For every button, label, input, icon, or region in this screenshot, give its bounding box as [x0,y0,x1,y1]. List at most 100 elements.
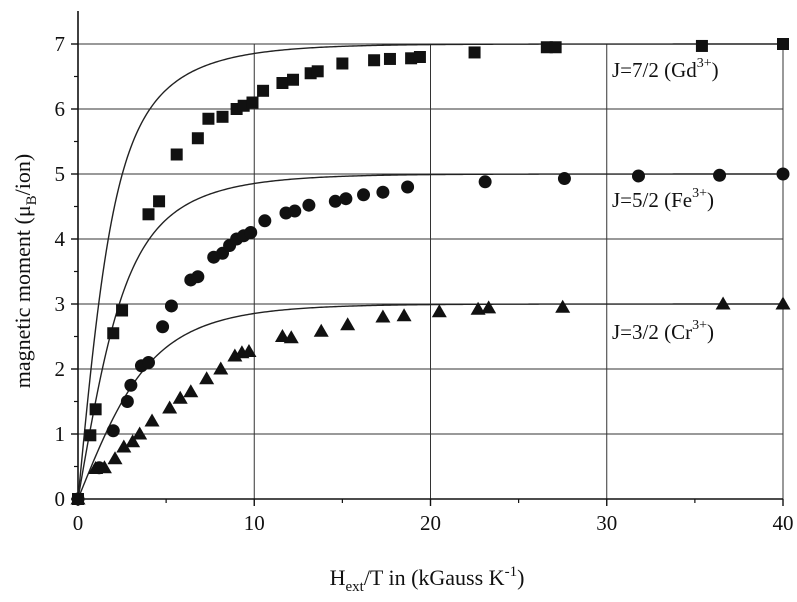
data-point-cr [241,343,257,357]
x-tick-label: 20 [420,511,441,535]
x-tick-label: 10 [244,511,265,535]
data-point-fe [156,320,170,334]
series-label-fe-sup: 3+ [692,186,707,201]
labels: Hext/T in (kGauss K-1) magnetic moment (… [10,56,719,595]
series-label-fe-main: J=5/2 (Fe [612,188,692,212]
data-point-cr [481,300,497,314]
data-point-fe [713,168,727,182]
data-point-cr [715,296,731,310]
y-axis-title: magnetic moment (μB/ion) [10,154,40,388]
data-point-gd [549,41,562,54]
data-point-fe [339,192,353,206]
data-point-fe [142,356,155,369]
data-point-cr [183,384,199,398]
data-point-cr [431,304,447,318]
fit-curve-fe [77,173,783,500]
grid [78,43,784,499]
series-label-gd-close: ) [712,58,719,82]
data-point-gd [777,38,789,50]
data-point-gd [107,327,120,340]
data-point-gd [695,39,708,52]
data-point-cr [555,299,571,313]
y-tick-label: 7 [55,32,66,56]
data-point-cr [470,301,486,315]
data-point-gd [191,132,204,145]
series-label-cr-sup: 3+ [692,318,707,333]
fit-curve-cr [77,303,783,500]
data-point-gd [202,112,215,125]
fit-curve-gd [77,43,783,500]
y-axis-title-sub: B [24,195,40,205]
x-tick-label: 30 [596,511,617,535]
y-tick-label: 4 [55,227,66,251]
data-markers [70,38,791,506]
x-axis-title-main: H [330,565,346,590]
data-point-gd [287,73,300,86]
data-point-fe [164,299,178,313]
data-point-fe [776,167,790,181]
y-tick-label: 2 [55,357,66,381]
series-label-gd: J=7/2 (Gd3+) [612,56,719,82]
data-point-fe [376,185,390,199]
data-point-cr [375,309,391,323]
data-point-fe [191,270,205,284]
data-point-cr [213,361,229,375]
data-point-fe [106,424,120,438]
x-axis-title-sub: ext [345,579,364,595]
data-point-gd [257,84,270,97]
data-point-gd [89,403,102,416]
y-tick-label: 5 [55,162,66,186]
y-tick-label: 1 [55,422,66,446]
data-point-fe [124,378,138,392]
data-point-cr [283,330,299,344]
series-label-fe-close: ) [707,188,714,212]
data-point-fe [120,395,134,408]
y-axis-title-rest: /ion) [10,154,35,196]
data-point-cr [340,317,356,331]
axes: 0 10 20 30 40 0 1 2 3 4 5 6 7 [55,11,794,535]
data-point-gd [368,54,381,67]
data-point-cr [775,296,791,310]
data-point-fe [557,172,571,186]
data-point-gd [468,46,481,59]
data-point-gd [216,110,229,123]
x-tick-label: 40 [773,511,794,535]
data-point-gd [413,51,426,63]
data-point-gd [116,304,129,317]
x-axis-title-sup: -1 [505,564,518,580]
y-tick-label: 3 [55,292,66,316]
y-tick-label: 0 [55,487,66,511]
series-label-cr: J=3/2 (Cr3+) [612,318,714,344]
data-point-fe [328,194,342,208]
data-point-cr [125,434,141,448]
data-point-fe [288,204,302,218]
series-label-fe: J=5/2 (Fe3+) [612,186,714,212]
data-point-gd [276,77,289,89]
series-label-gd-main: J=7/2 (Gd [612,58,697,82]
data-point-gd [153,195,166,208]
data-point-cr [172,390,188,404]
data-point-gd [246,96,259,109]
data-point-gd [383,52,396,65]
data-point-cr [96,460,112,474]
data-point-gd [170,148,183,161]
data-point-fe [244,226,258,239]
data-point-fe [258,214,272,228]
data-point-gd [311,65,324,78]
data-point-cr [199,371,215,385]
data-point-fe [357,188,371,202]
series-label-gd-sup: 3+ [697,56,712,71]
data-point-gd [336,57,349,70]
data-point-fe [478,175,492,189]
fit-curves [77,43,783,500]
data-point-cr [313,323,329,337]
data-point-cr [132,426,148,440]
data-point-gd [142,208,155,221]
data-point-fe [631,169,645,183]
y-tick-label: 6 [55,97,66,121]
data-point-cr [144,413,160,427]
data-point-fe [401,180,415,194]
series-label-cr-main: J=3/2 (Cr [612,320,692,344]
data-point-cr [396,308,412,322]
